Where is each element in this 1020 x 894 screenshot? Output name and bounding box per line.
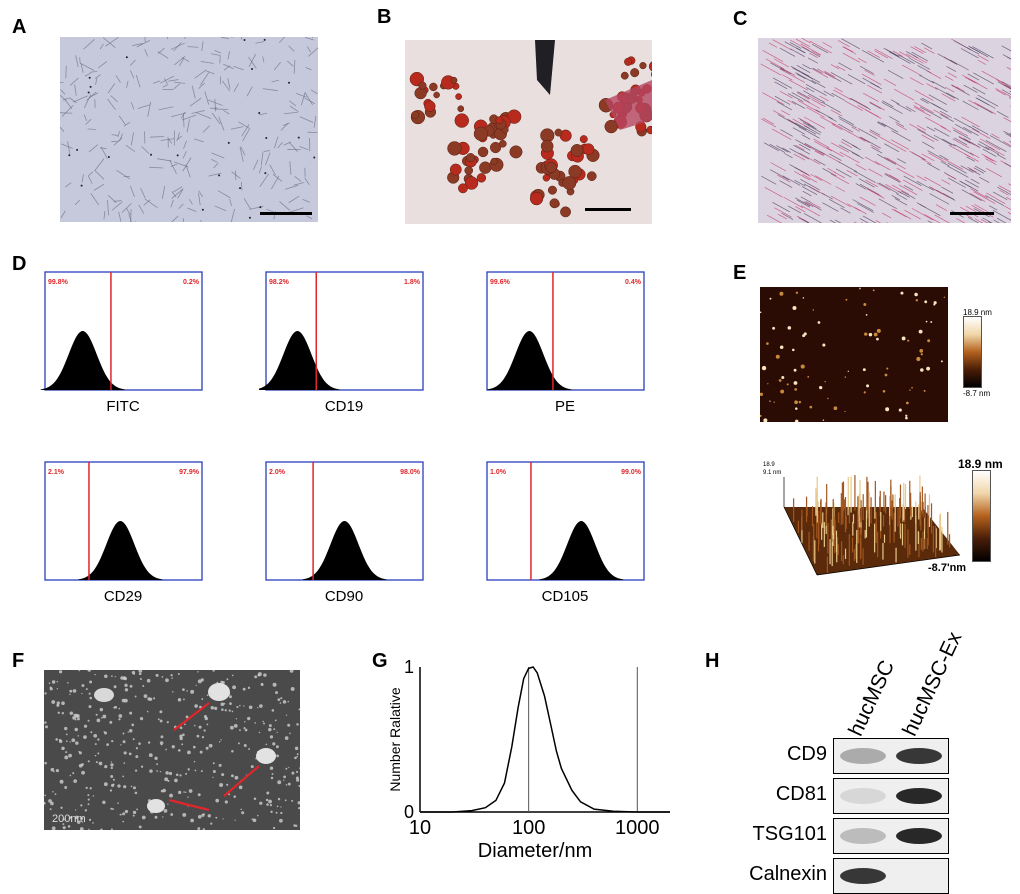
histogram-peak	[487, 331, 571, 390]
micrograph-cell-culture	[60, 37, 318, 222]
x-axis-label: Diameter/nm	[478, 840, 592, 862]
arrow	[169, 800, 209, 810]
histogram-peak	[78, 521, 162, 580]
blot-row-label: CD81	[735, 783, 827, 806]
lane-label-2: hucMSC-Ex	[898, 628, 967, 740]
blot-row-label: Calnexin	[735, 863, 827, 886]
gate-left-percent: 2.0%	[269, 469, 286, 476]
afm-top-min: -8.7 nm	[963, 389, 990, 398]
panel-label-f: F	[12, 650, 24, 673]
histogram-pe: 99.6% 0.4%	[480, 270, 655, 405]
afm-top-max: 18.9 nm	[963, 308, 992, 317]
blot-band	[840, 828, 886, 844]
scale-bar-a	[260, 212, 312, 215]
histogram-peak	[41, 331, 125, 390]
blot-row-label: TSG101	[735, 823, 827, 846]
histogram-label-cd19: CD19	[284, 398, 404, 415]
histogram-peak	[303, 521, 387, 580]
scale-bar-c	[950, 212, 994, 215]
histogram-cd29: 2.1% 97.9%	[38, 460, 213, 595]
cell-texture	[60, 37, 318, 222]
x-tick-label: 1000	[615, 817, 660, 839]
afm-axis-top: 18.9	[763, 462, 775, 468]
blot-row-label: CD9	[735, 743, 827, 766]
blot-strip	[833, 778, 949, 814]
tem-micrograph: 200nm	[44, 670, 300, 830]
y-tick-label: 1	[404, 657, 414, 677]
blot-band	[896, 788, 942, 804]
panel-label-c: C	[733, 8, 747, 31]
gate-right-percent: 99.0%	[621, 469, 642, 476]
histogram-label-cd105: CD105	[505, 588, 625, 605]
blot-band	[896, 748, 942, 764]
panel-label-b: B	[377, 6, 391, 29]
blot-band	[840, 748, 886, 764]
afm-axis-second: 9.1 nm	[763, 470, 781, 476]
afm-particles	[760, 287, 948, 422]
histogram-cd19: 98.2% 1.8%	[259, 270, 434, 405]
histogram-peak	[539, 521, 623, 580]
afm-bottom-max: 18.9 nm	[958, 457, 1003, 471]
gate-left-percent: 99.8%	[48, 279, 69, 286]
panel-label-h: H	[705, 650, 719, 673]
x-tick-label: 100	[512, 817, 545, 839]
afm-topview	[760, 287, 948, 422]
arrow	[224, 766, 259, 796]
gate-right-percent: 98.0%	[400, 469, 421, 476]
histogram-label-pe: PE	[505, 398, 625, 415]
afm-colorbar-top	[963, 316, 982, 388]
y-axis-label: Number Ralative	[387, 687, 403, 791]
blot-band	[840, 868, 886, 884]
micrograph-adipogenic	[405, 40, 652, 224]
histogram-cd105: 1.0% 99.0%	[480, 460, 655, 595]
blot-strip	[833, 818, 949, 854]
gate-right-percent: 0.4%	[625, 279, 642, 286]
tem-scale-label: 200nm	[52, 813, 86, 825]
histogram-label-cd29: CD29	[63, 588, 183, 605]
gate-right-percent: 97.9%	[179, 469, 200, 476]
histogram-label-cd90: CD90	[284, 588, 404, 605]
distribution-line	[420, 667, 670, 812]
blot-band	[840, 788, 886, 804]
panel-label-a: A	[12, 16, 26, 39]
scale-bar-b	[585, 208, 631, 211]
arrow	[174, 703, 209, 730]
gate-right-percent: 1.8%	[404, 279, 421, 286]
panel-label-e: E	[733, 262, 746, 285]
gate-left-percent: 99.6%	[490, 279, 511, 286]
gate-left-percent: 2.1%	[48, 469, 65, 476]
histogram-cd90: 2.0% 98.0%	[259, 460, 434, 595]
micrograph-osteogenic	[758, 38, 1011, 223]
afm-bottom-min: -8.7'nm	[928, 562, 966, 574]
tem-vesicles	[44, 670, 300, 830]
y-tick-label: 0	[404, 802, 414, 822]
panel-label-d: D	[12, 253, 26, 276]
lane-label-1: hucMSC	[844, 657, 900, 740]
blot-band	[896, 828, 942, 844]
blot-strip	[833, 738, 949, 774]
blot-strip	[833, 858, 949, 894]
fiber-texture	[758, 38, 1011, 223]
gate-left-percent: 98.2%	[269, 279, 290, 286]
gate-right-percent: 0.2%	[183, 279, 200, 286]
histogram-label-fitc: FITC	[63, 398, 183, 415]
afm-colorbar-bottom	[972, 470, 991, 562]
histogram-fitc: 99.8% 0.2%	[38, 270, 213, 405]
lipid-droplets	[405, 40, 652, 224]
gate-left-percent: 1.0%	[490, 469, 507, 476]
histogram-peak	[259, 331, 339, 390]
